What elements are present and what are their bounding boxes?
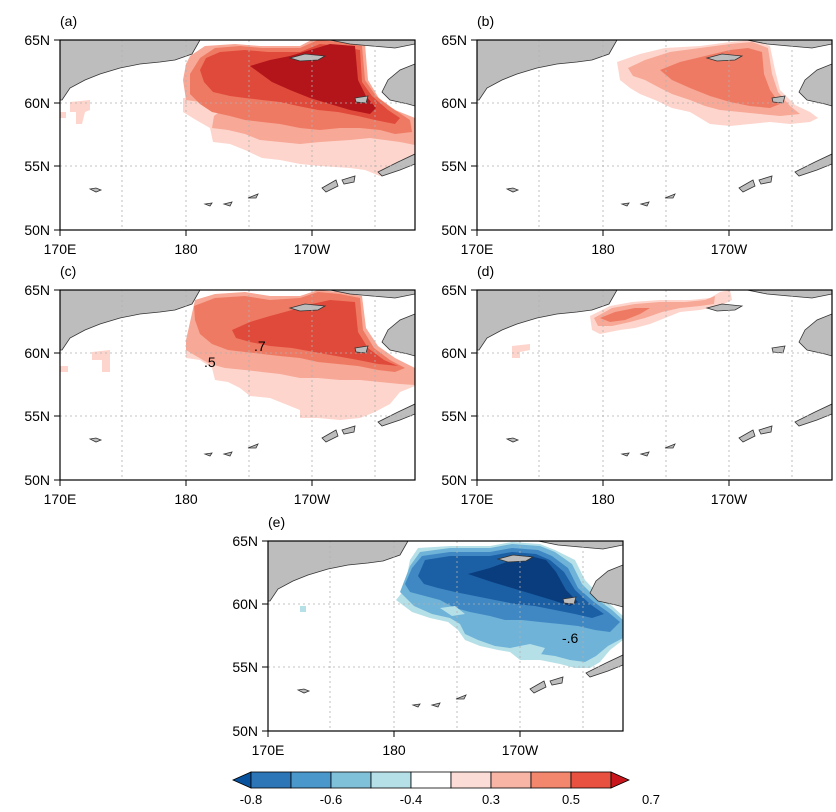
land-masses — [60, 40, 415, 207]
colorbar-swatch — [530, 771, 572, 789]
lon-tick-170w: 170W — [294, 241, 331, 257]
lon-tick-170w: 170W — [711, 241, 748, 257]
panel-label: (b) — [477, 13, 494, 29]
lat-tick-65n: 65N — [24, 32, 50, 48]
plot-frame — [476, 289, 833, 481]
land-masses — [268, 541, 623, 708]
colorbar-label: 0.5 — [562, 792, 580, 807]
panel-label: (c) — [60, 263, 76, 279]
contour-label-negative: -.6 — [562, 630, 579, 646]
lon-tick-170w: 170W — [294, 491, 331, 507]
lon-tick-170e: 170E — [44, 241, 77, 257]
panel-a: (a) 65N 60N 55N 50N 170E 180 170W — [24, 13, 416, 257]
colorbar-swatch — [370, 771, 412, 789]
grid-lines — [477, 290, 832, 480]
lon-tick-170e: 170E — [252, 742, 285, 758]
lat-tick-50n: 50N — [441, 222, 467, 238]
shaded-field — [300, 542, 623, 668]
colorbar-label: -0.8 — [240, 792, 262, 807]
colorbar-swatch — [330, 771, 372, 789]
lat-tick-65n: 65N — [441, 282, 467, 298]
panel-e: -.6 (e) 65N 60N 55N 50N 170E 180 170W — [232, 514, 624, 758]
lat-tick-60n: 60N — [441, 95, 467, 111]
panel-d: (d) 65N 60N 55N 50N 170E 180 170W — [441, 263, 833, 507]
lat-tick-55n: 55N — [441, 158, 467, 174]
grid-lines — [268, 541, 623, 731]
plot-frame — [59, 289, 416, 481]
lat-tick-60n: 60N — [232, 596, 258, 612]
lat-tick-50n: 50N — [441, 472, 467, 488]
plot-frame — [267, 540, 624, 732]
lon-tick-170e: 170E — [44, 491, 77, 507]
grid-lines — [60, 40, 415, 230]
colorbar: -0.8 -0.6 -0.4 0.3 0.5 0.7 — [232, 771, 660, 807]
colorbar-swatch — [450, 771, 492, 789]
lat-tick-60n: 60N — [24, 345, 50, 361]
lat-tick-55n: 55N — [441, 408, 467, 424]
lon-tick-170w: 170W — [502, 742, 539, 758]
land-masses — [477, 40, 832, 207]
lat-tick-65n: 65N — [232, 533, 258, 549]
panel-label: (e) — [268, 514, 285, 530]
colorbar-swatch — [410, 771, 452, 789]
colorbar-label: -0.4 — [400, 792, 422, 807]
colorbar-swatch — [490, 771, 532, 789]
colorbar-left-arrow — [232, 771, 252, 789]
land-masses — [477, 290, 832, 457]
colorbar-swatch — [290, 771, 332, 789]
colorbar-swatch — [570, 771, 612, 789]
grid-lines — [477, 40, 832, 230]
lat-tick-60n: 60N — [24, 95, 50, 111]
colorbar-right-arrow — [610, 771, 630, 789]
plot-frame — [59, 39, 416, 231]
land-masses — [60, 290, 415, 457]
lat-tick-55n: 55N — [232, 659, 258, 675]
panel-label: (d) — [477, 263, 494, 279]
lon-tick-170e: 170E — [461, 491, 494, 507]
lon-tick-180: 180 — [174, 241, 198, 257]
lat-tick-60n: 60N — [441, 345, 467, 361]
shaded-field — [617, 40, 818, 126]
panel-label: (a) — [60, 13, 77, 29]
contour-label-high: .7 — [254, 338, 266, 354]
colorbar-label: 0.7 — [642, 792, 660, 807]
shaded-field — [60, 40, 415, 176]
shaded-field — [60, 290, 415, 420]
lat-tick-65n: 65N — [441, 32, 467, 48]
lon-tick-170w: 170W — [711, 491, 748, 507]
lon-tick-180: 180 — [174, 491, 198, 507]
lon-tick-170e: 170E — [461, 241, 494, 257]
lat-tick-55n: 55N — [24, 158, 50, 174]
lat-tick-55n: 55N — [24, 408, 50, 424]
lat-tick-65n: 65N — [24, 282, 50, 298]
panel-b: (b) 65N 60N 55N 50N 170E 180 170W — [441, 13, 833, 257]
lat-tick-50n: 50N — [24, 222, 50, 238]
lon-tick-180: 180 — [382, 742, 406, 758]
colorbar-swatch — [250, 771, 292, 789]
lon-tick-180: 180 — [591, 241, 615, 257]
grid-lines — [60, 290, 415, 480]
colorbar-label: -0.6 — [320, 792, 342, 807]
shaded-field — [512, 290, 732, 358]
lon-tick-180: 180 — [591, 491, 615, 507]
lat-tick-50n: 50N — [24, 472, 50, 488]
plot-frame — [476, 39, 833, 231]
contour-label-mid: .5 — [204, 354, 216, 370]
lat-tick-50n: 50N — [232, 723, 258, 739]
colorbar-label: 0.3 — [482, 792, 500, 807]
panel-c: .7 .5 (c) 65N 60N 55N 50N 170E 180 170W — [24, 263, 416, 507]
